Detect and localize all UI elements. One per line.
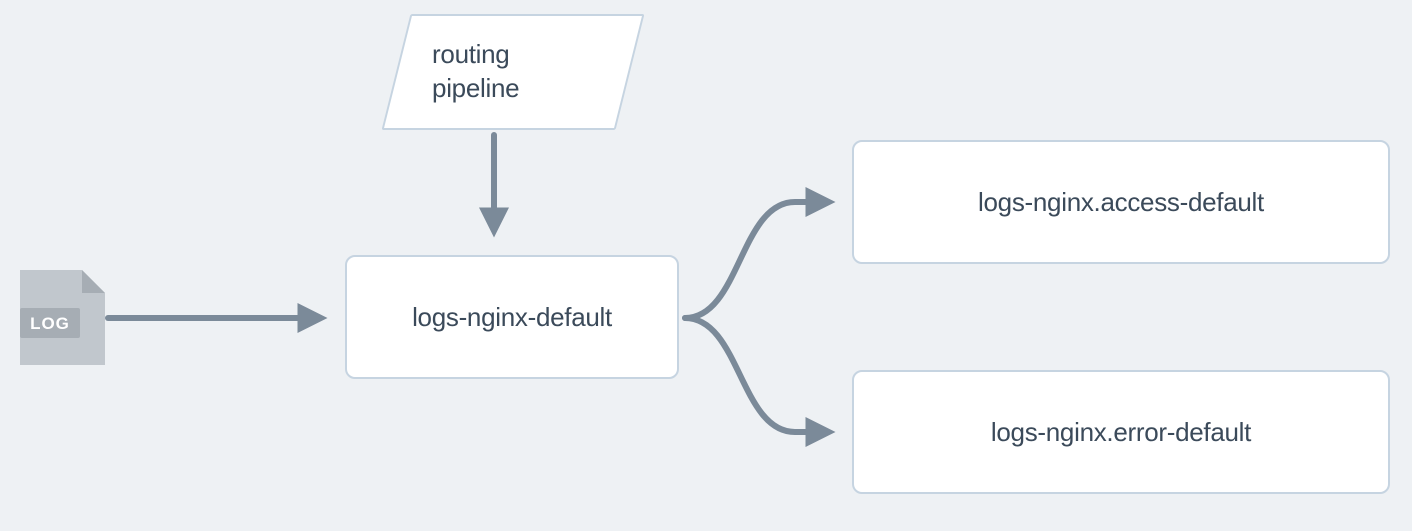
edge-center-to-error [685,318,828,432]
flow-diagram: LOG routing pipeline logs-nginx-default … [0,0,1412,531]
edge-center-to-access [685,202,828,318]
edge-group [108,135,828,432]
edges-layer [0,0,1412,531]
